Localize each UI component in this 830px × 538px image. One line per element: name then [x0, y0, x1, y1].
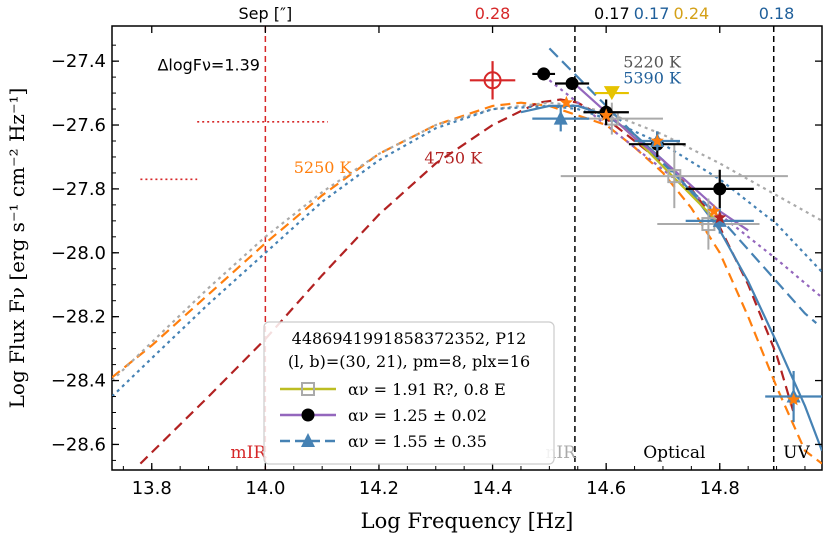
x-tick-label: 14.0: [245, 478, 285, 499]
marker-ring: [483, 71, 502, 90]
y-tick-label: −28.6: [51, 434, 106, 455]
top-annotation: 0.28: [475, 4, 511, 23]
top-annotation: 0.17: [594, 4, 630, 23]
marker: [559, 95, 574, 109]
y-tick-label: −28.4: [51, 371, 106, 392]
text-annotation: 4750 K: [424, 148, 483, 167]
curve-bb-4750-k: [139, 98, 795, 465]
text-annotation: 5390 K: [623, 68, 682, 87]
point-black-circles: [555, 76, 590, 90]
text-annotation: 5250 K: [294, 158, 353, 177]
point-orange-stars: [559, 95, 574, 109]
marker: [553, 110, 568, 125]
region-label: mIR: [230, 443, 267, 463]
legend-label-2: αν = 1.55 ± 0.35: [348, 432, 487, 451]
region-label: UV: [783, 443, 810, 463]
x-tick-label: 13.8: [132, 478, 172, 499]
top-annotation: 0.18: [759, 4, 795, 23]
y-tick-label: −28.0: [51, 243, 106, 264]
text-annotation: 5220 K: [623, 53, 682, 72]
marker: [707, 204, 721, 217]
marker: [786, 392, 801, 406]
point-orange-stars: [713, 210, 727, 224]
marker: [650, 134, 664, 147]
point-gray-squares: [657, 198, 760, 250]
y-tick-label: −27.6: [51, 115, 106, 136]
point-orange-stars: [786, 392, 801, 406]
point-blue-triangles: [532, 105, 590, 132]
curve-blue-solid: [520, 104, 822, 452]
y-tick-label: −27.8: [51, 179, 106, 200]
top-annotation: Sep [″]: [239, 4, 293, 23]
point-black-circles: [532, 67, 556, 81]
legend-marker-2: [301, 433, 315, 447]
top-annotation: 0.24: [674, 4, 710, 23]
region-label: Optical: [643, 443, 705, 463]
point-orange-stars: [650, 134, 664, 147]
marker: [537, 67, 551, 81]
marker: [603, 86, 620, 101]
marker: [713, 210, 727, 224]
curve-blue-dashed-fit: [548, 47, 818, 324]
x-tick-label: 14.4: [473, 478, 513, 499]
marker: [483, 71, 502, 90]
plot-frame: [111, 25, 823, 471]
legend-label-1: αν = 1.25 ± 0.02: [348, 406, 487, 425]
y-axis-label: Log Flux Fν [erg s⁻¹ cm⁻² Hz⁻¹]: [5, 88, 29, 409]
y-tick-label: −28.2: [51, 307, 106, 328]
point-orange-stars: [707, 204, 721, 217]
x-tick-label: 14.8: [700, 478, 740, 499]
point-gray-squares: [560, 144, 788, 209]
marker: [667, 169, 682, 184]
curve-bb-5250-k: [112, 101, 822, 465]
legend-title-line2: (l, b)=(30, 21), pm=8, plx=16: [288, 352, 530, 371]
x-tick-label: 14.2: [359, 478, 399, 499]
point-yellow-triangle: [594, 86, 629, 101]
x-axis-label: Log Frequency [Hz]: [361, 509, 574, 533]
text-annotation: ΔlogFν=1.39: [157, 56, 260, 75]
legend-title-line1: 4486941991858372352, P12: [292, 329, 527, 348]
point-black-circles: [685, 169, 754, 209]
legend-marker-0: [301, 382, 315, 396]
point-orange-stars: [599, 108, 613, 122]
marker: [565, 76, 579, 90]
marker: [599, 108, 613, 122]
legend-marker-1: [301, 408, 315, 422]
marker: [713, 182, 727, 196]
x-tick-label: 14.6: [586, 478, 626, 499]
point-red-open-circle: [469, 61, 516, 100]
top-annotation: 0.17: [634, 4, 670, 23]
legend-box: [263, 321, 555, 465]
legend-label-0: αν = 1.91 R?, 0.8 E: [348, 380, 506, 399]
y-tick-label: −27.4: [51, 51, 106, 72]
